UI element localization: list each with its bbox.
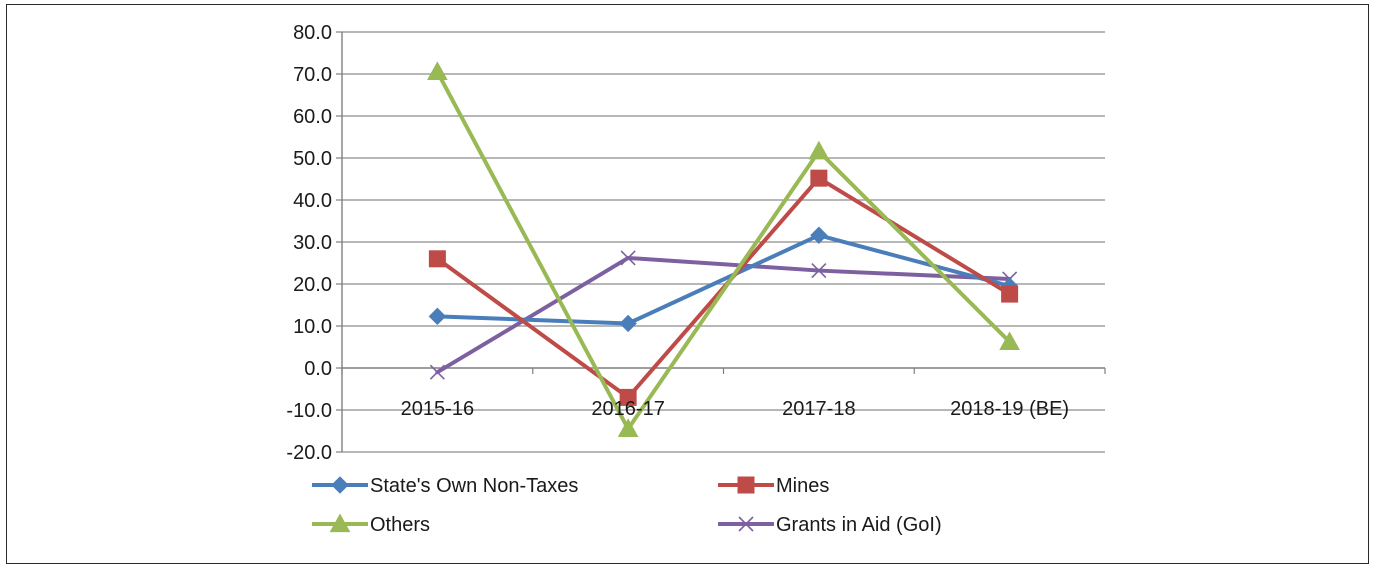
data-point	[620, 250, 636, 266]
axes	[336, 31, 1106, 453]
data-point	[810, 226, 828, 244]
legend-item: Mines	[718, 475, 829, 497]
x-tick-label: 2018-19 (BE)	[950, 398, 1069, 420]
y-tick-labels: 80.0 70.0 60.0 50.0 40.0 30.0 20.0 10.0 0.0 -10.0…	[286, 22, 332, 464]
data-point	[617, 418, 639, 437]
series-line	[435, 255, 1012, 375]
series-layer	[427, 61, 1020, 437]
y-tick-label: 20.0	[293, 274, 332, 296]
legend-marker	[738, 516, 754, 532]
series-3	[429, 250, 1018, 380]
y-tick-label: 30.0	[293, 232, 332, 254]
data-point	[428, 250, 446, 268]
y-tick-label: 80.0	[293, 22, 332, 44]
y-tick-label: -20.0	[286, 442, 332, 464]
x-tick-label: 2017-18	[782, 398, 855, 420]
y-tick-label: 10.0	[293, 316, 332, 338]
legend-item: State's Own Non-Taxes	[312, 475, 578, 497]
legend-marker	[737, 476, 755, 494]
data-point	[429, 364, 445, 380]
legend-label: State's Own Non-Taxes	[370, 475, 578, 497]
y-tick-label: 40.0	[293, 190, 332, 212]
series-2	[427, 61, 1020, 437]
series-line	[435, 233, 1012, 326]
data-point	[999, 331, 1020, 351]
legend-label: Grants in Aid (GoI)	[776, 514, 942, 536]
y-tick-label: -10.0	[286, 400, 332, 422]
legend-label: Others	[370, 514, 430, 536]
data-point	[811, 262, 827, 279]
data-point	[619, 388, 637, 406]
legend-label: Mines	[776, 475, 829, 497]
y-tick-label: 0.0	[304, 358, 332, 380]
gridlines	[342, 31, 1105, 453]
marker-stroke	[811, 262, 827, 279]
y-tick-label: 50.0	[293, 148, 332, 170]
marker-stroke	[429, 364, 445, 380]
legend-marker	[331, 476, 349, 494]
data-point	[619, 314, 637, 333]
y-tick-label: 70.0	[293, 64, 332, 86]
marker-stroke	[738, 516, 754, 532]
series-line	[435, 69, 1012, 431]
x-tick-label: 2015-16	[401, 398, 474, 420]
legend-item: Grants in Aid (GoI)	[718, 514, 942, 536]
data-point	[428, 307, 447, 326]
data-point	[1001, 285, 1019, 303]
legend: State's Own Non-Taxes Mines Others Grants i…	[312, 475, 942, 536]
data-point	[810, 169, 828, 187]
line-chart: 80.0 70.0 60.0 50.0 40.0 30.0 20.0 10.0 0.0 -10.0…	[286, 22, 1106, 536]
x-tick-label: 2016-17	[591, 398, 664, 420]
legend-item: Others	[312, 513, 430, 536]
x-tick-labels: 2015-16 2016-17 2017-18 2018-19 (BE)	[401, 398, 1069, 420]
marker-stroke	[620, 250, 636, 266]
data-point	[808, 140, 830, 160]
legend-marker	[329, 513, 351, 533]
data-point	[427, 61, 448, 80]
y-tick-label: 60.0	[293, 106, 332, 128]
